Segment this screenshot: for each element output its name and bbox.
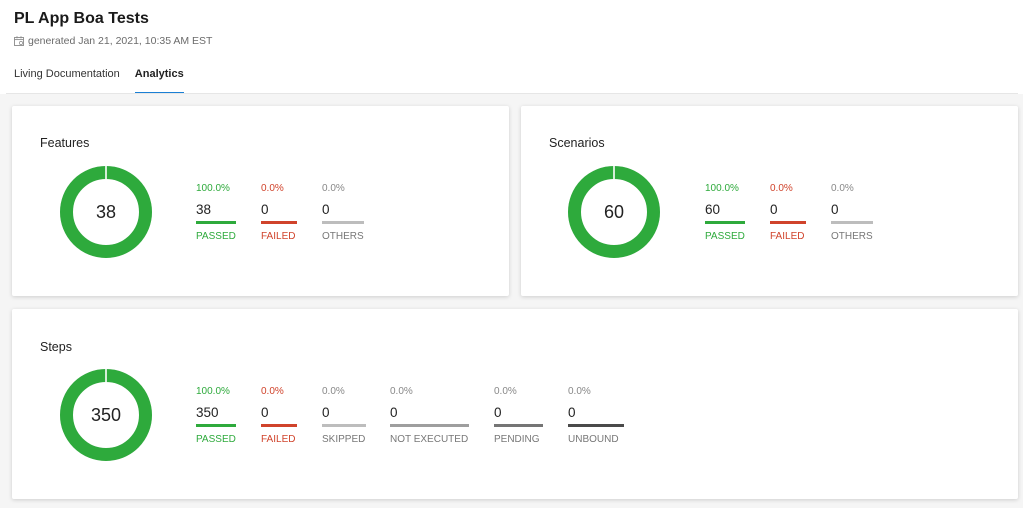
steps-stat-unbound: 0.0% 0 UNBOUND (568, 385, 624, 446)
report-header: PL App Boa Tests generated Jan 21, 2021,… (0, 0, 1023, 94)
stat-count: 0 (322, 202, 330, 217)
stat-count: 0 (831, 202, 839, 217)
stat-bar (770, 221, 806, 224)
stat-bar (196, 221, 236, 224)
stat-bar (261, 424, 297, 427)
page-title: PL App Boa Tests (14, 10, 149, 27)
stat-count: 0 (770, 202, 778, 217)
stat-percent: 0.0% (494, 386, 517, 397)
stat-count: 0 (322, 405, 330, 420)
stat-label: FAILED (261, 231, 296, 242)
steps-total: 350 (90, 405, 122, 425)
stat-bar (322, 221, 364, 224)
calendar-icon (14, 36, 24, 46)
steps-stat-not-executed: 0.0% 0 NOT EXECUTED (390, 385, 469, 446)
stat-percent: 0.0% (322, 386, 345, 397)
tab-living-documentation[interactable]: Living Documentation (14, 68, 120, 80)
stat-percent: 100.0% (196, 183, 230, 194)
stat-label: PASSED (196, 434, 236, 445)
features-stat-passed: 100.0% 38 PASSED (196, 182, 236, 243)
stat-percent: 0.0% (261, 386, 284, 397)
steps-donut-chart: 350 (60, 369, 152, 461)
stat-bar (705, 221, 745, 224)
stat-count: 0 (261, 202, 269, 217)
stat-count: 0 (568, 405, 576, 420)
scenarios-card: Scenarios 60 100.0% 60 PASSED 0.0% 0 FAI… (521, 106, 1018, 296)
stat-bar (261, 221, 297, 224)
stat-count: 0 (390, 405, 398, 420)
features-card: Features 38 100.0% 38 PASSED 0.0% 0 FAIL… (12, 106, 509, 296)
steps-stat-passed: 100.0% 350 PASSED (196, 385, 236, 446)
stat-count: 350 (196, 405, 219, 420)
steps-stat-failed: 0.0% 0 FAILED (261, 385, 297, 446)
stat-label: SKIPPED (322, 434, 366, 445)
stat-label: PENDING (494, 434, 540, 445)
stat-label: OTHERS (322, 231, 364, 242)
stat-bar (390, 424, 469, 427)
stat-count: 38 (196, 202, 212, 217)
stat-label: OTHERS (831, 231, 873, 242)
stat-bar (494, 424, 543, 427)
stat-percent: 0.0% (322, 183, 345, 194)
features-stat-failed: 0.0% 0 FAILED (261, 182, 297, 243)
steps-title: Steps (40, 340, 72, 354)
stat-bar (322, 424, 366, 427)
stat-label: PASSED (705, 231, 745, 242)
stat-percent: 0.0% (770, 183, 793, 194)
scenarios-donut-chart: 60 (568, 166, 660, 258)
stat-percent: 0.0% (568, 386, 591, 397)
stat-label: FAILED (261, 434, 296, 445)
stat-percent: 0.0% (831, 183, 854, 194)
steps-stat-pending: 0.0% 0 PENDING (494, 385, 543, 446)
stat-label: FAILED (770, 231, 805, 242)
tab-analytics[interactable]: Analytics (134, 68, 184, 94)
scenarios-stat-others: 0.0% 0 OTHERS (831, 182, 873, 243)
scenarios-total: 60 (603, 202, 625, 222)
stat-percent: 0.0% (261, 183, 284, 194)
features-stat-others: 0.0% 0 OTHERS (322, 182, 364, 243)
stat-percent: 100.0% (196, 386, 230, 397)
scenarios-stat-failed: 0.0% 0 FAILED (770, 182, 806, 243)
generated-text: generated Jan 21, 2021, 10:35 AM EST (28, 35, 213, 47)
steps-stat-skipped: 0.0% 0 SKIPPED (322, 385, 366, 446)
header-divider (6, 93, 1018, 94)
stat-count: 0 (261, 405, 269, 420)
stat-count: 60 (705, 202, 721, 217)
stat-label: UNBOUND (568, 434, 619, 445)
features-title: Features (40, 136, 90, 150)
stat-bar (196, 424, 236, 427)
features-total: 38 (95, 202, 117, 222)
stat-bar (568, 424, 624, 427)
stat-count: 0 (494, 405, 502, 420)
scenarios-title: Scenarios (549, 136, 605, 150)
stat-percent: 0.0% (390, 386, 413, 397)
tab-bar: Living Documentation Analytics (14, 68, 199, 94)
stat-percent: 100.0% (705, 183, 739, 194)
features-donut-chart: 38 (60, 166, 152, 258)
stat-label: NOT EXECUTED (390, 434, 469, 445)
scenarios-stat-passed: 100.0% 60 PASSED (705, 182, 745, 243)
stat-bar (831, 221, 873, 224)
steps-card: Steps 350 100.0% 350 PASSED 0.0% 0 FAILE… (12, 309, 1018, 499)
stat-label: PASSED (196, 231, 236, 242)
generated-timestamp: generated Jan 21, 2021, 10:35 AM EST (14, 35, 212, 47)
